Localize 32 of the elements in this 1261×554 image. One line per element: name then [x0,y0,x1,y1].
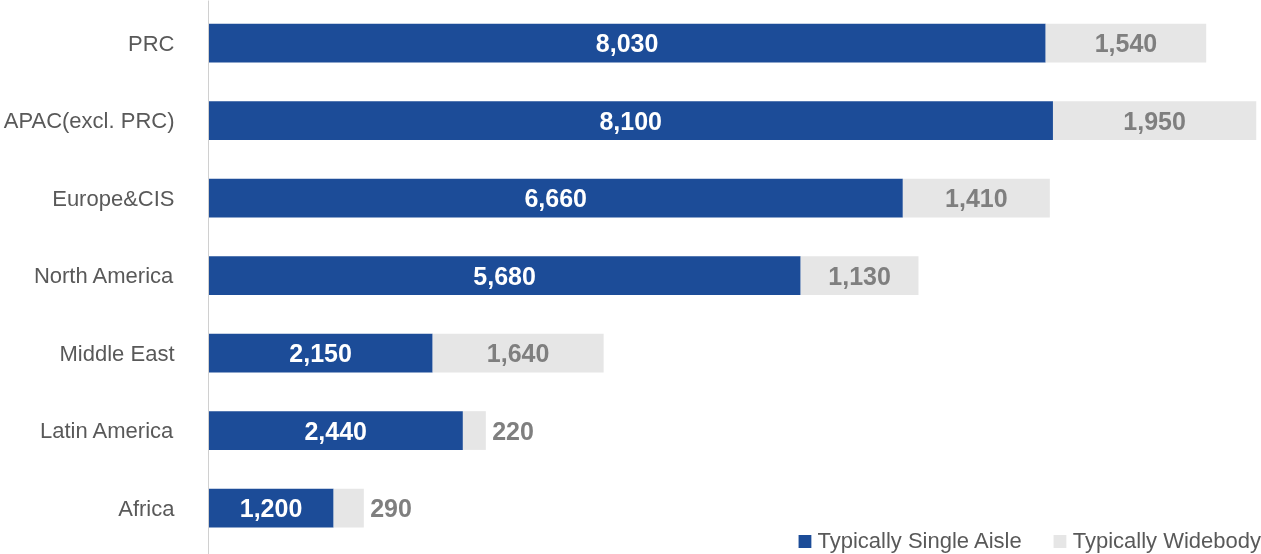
bar [208,256,801,295]
bar [208,23,1046,63]
legend-label: Typically Widebody [1072,528,1261,554]
data-label: 5,680 [473,261,536,290]
bar [208,411,463,450]
y-tick-label: Europe&CIS [52,185,175,211]
data-label: 1,130 [828,261,891,290]
legend-label: Typically Single Aisle [817,528,1022,554]
y-tick-label: APAC(excl. PRC) [3,108,175,134]
data-label: 220 [492,416,534,445]
y-tick-label: Latin America [40,418,175,444]
y-tick-label: PRC [128,30,175,56]
data-label: 1,540 [1094,29,1158,58]
data-label: 290 [370,494,412,523]
y-tick-label: Middle East [59,340,175,366]
bar [1052,101,1257,140]
bar [208,178,903,218]
bar [333,488,364,528]
data-label: 8,030 [595,29,659,58]
data-label: 6,660 [524,184,587,213]
data-label: 8,100 [599,106,663,135]
data-label: 1,950 [1123,106,1186,135]
data-label: 2,440 [304,416,367,445]
y-tick-label: North America [33,263,175,289]
data-label: 1,410 [945,184,1008,213]
y-tick-label: Africa [118,495,176,521]
data-label: 1,200 [239,494,303,523]
bar [462,411,486,450]
bar [208,333,433,373]
bar [208,101,1053,140]
data-label: 1,640 [486,339,550,368]
data-label: 2,150 [289,339,352,368]
